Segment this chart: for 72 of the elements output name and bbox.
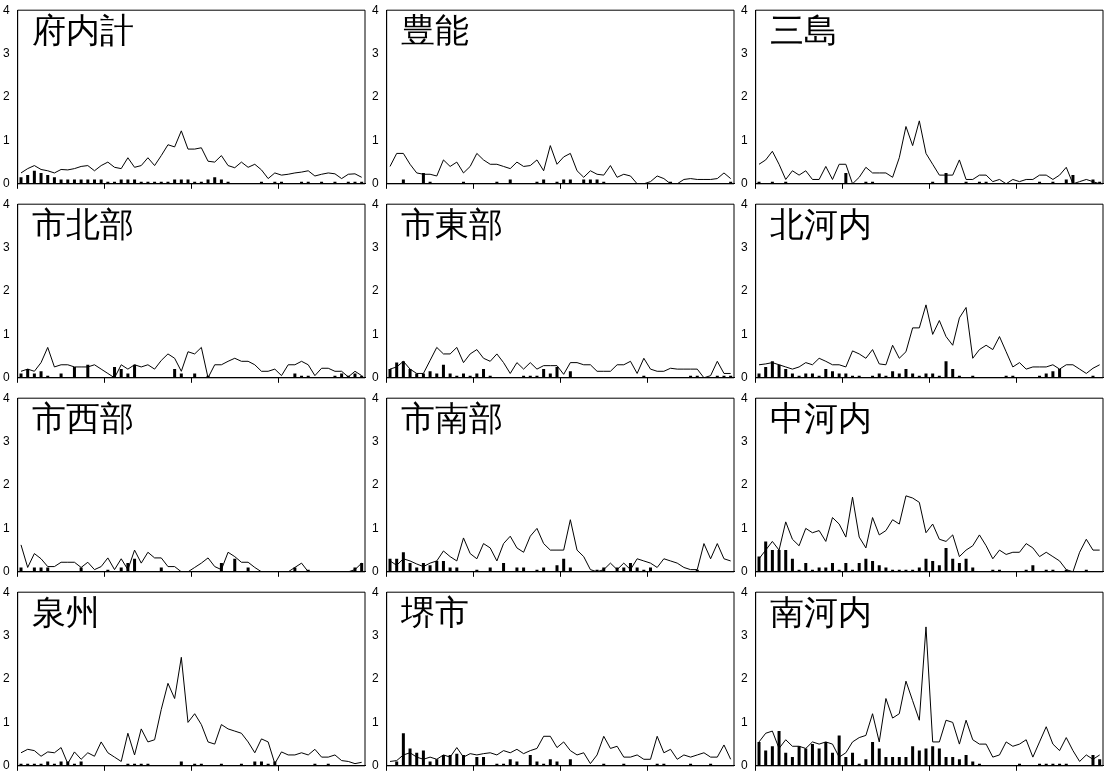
y-tick-label: 0	[2, 370, 10, 385]
y-tick-label: 3	[740, 627, 748, 642]
y-tick-label: 1	[740, 714, 748, 729]
y-tick-label: 3	[371, 239, 379, 254]
y-tick-label: 4	[740, 584, 748, 599]
y-tick-label: 0	[371, 758, 379, 773]
y-tick-label: 2	[740, 89, 748, 104]
y-tick-label: 3	[2, 433, 10, 448]
chart-title: 泉州	[31, 592, 100, 633]
chart-title: 中河内	[769, 398, 872, 439]
y-tick-label: 4	[371, 390, 379, 405]
y-tick-label: 2	[371, 671, 379, 686]
chart-title: 北河内	[769, 204, 872, 245]
y-tick-label: 1	[2, 326, 10, 341]
y-tick-label: 4	[2, 390, 10, 405]
y-tick-label: 4	[371, 196, 379, 211]
y-tick-label: 2	[371, 89, 379, 104]
y-tick-label: 3	[2, 45, 10, 60]
y-tick-label: 2	[2, 477, 10, 492]
y-tick-label: 1	[740, 326, 748, 341]
y-tick-label: 3	[740, 239, 748, 254]
y-tick-label: 1	[371, 326, 379, 341]
y-tick-label: 1	[371, 714, 379, 729]
chart-title: 市北部	[31, 204, 134, 245]
y-tick-label: 3	[740, 433, 748, 448]
y-tick-label: 3	[371, 627, 379, 642]
chart-title: 南河内	[769, 592, 872, 633]
y-tick-label: 4	[2, 2, 10, 17]
y-tick-label: 1	[740, 520, 748, 535]
chart-title: 府内計	[31, 10, 134, 51]
y-tick-label: 2	[740, 477, 748, 492]
y-tick-label: 3	[740, 45, 748, 60]
chart-title: 市西部	[31, 398, 134, 439]
chart-title: 市東部	[400, 204, 503, 245]
y-tick-label: 4	[740, 390, 748, 405]
y-tick-label: 3	[2, 627, 10, 642]
y-tick-label: 2	[2, 89, 10, 104]
y-tick-label: 3	[2, 239, 10, 254]
y-tick-label: 2	[2, 283, 10, 298]
y-tick-label: 0	[740, 176, 748, 191]
y-tick-label: 0	[371, 564, 379, 579]
y-tick-label: 4	[2, 196, 10, 211]
y-tick-label: 2	[740, 283, 748, 298]
chart-title: 豊能	[400, 10, 469, 51]
y-tick-label: 4	[740, 2, 748, 17]
y-tick-label: 0	[2, 564, 10, 579]
chart-title: 市南部	[400, 398, 503, 439]
y-tick-label: 2	[371, 477, 379, 492]
y-tick-label: 4	[371, 584, 379, 599]
y-tick-label: 0	[740, 370, 748, 385]
y-tick-label: 1	[2, 714, 10, 729]
y-tick-label: 3	[371, 433, 379, 448]
y-tick-label: 0	[2, 176, 10, 191]
chart-title: 三島	[769, 10, 838, 51]
y-tick-label: 1	[371, 132, 379, 147]
y-tick-label: 1	[2, 132, 10, 147]
y-tick-label: 0	[740, 564, 748, 579]
y-tick-label: 1	[2, 520, 10, 535]
y-tick-label: 0	[2, 758, 10, 773]
y-tick-label: 0	[371, 176, 379, 191]
y-tick-label: 0	[740, 758, 748, 773]
y-tick-label: 4	[740, 196, 748, 211]
y-tick-label: 1	[371, 520, 379, 535]
y-tick-label: 4	[371, 2, 379, 17]
y-tick-label: 1	[740, 132, 748, 147]
y-tick-label: 4	[2, 584, 10, 599]
y-tick-label: 2	[371, 283, 379, 298]
y-tick-label: 2	[740, 671, 748, 686]
y-tick-label: 3	[371, 45, 379, 60]
y-tick-label: 0	[371, 370, 379, 385]
y-tick-label: 2	[2, 671, 10, 686]
chart-title: 堺市	[399, 592, 469, 633]
